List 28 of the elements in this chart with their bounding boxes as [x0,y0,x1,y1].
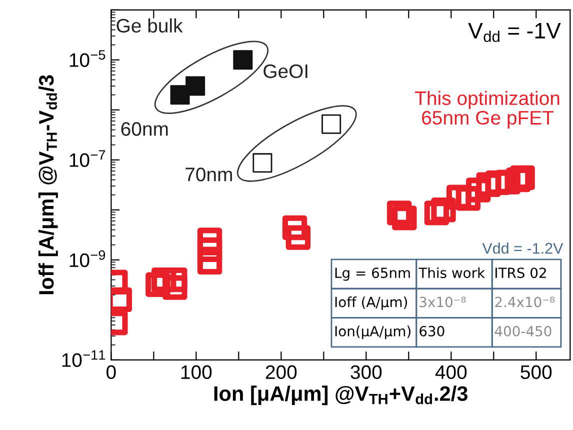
y-tick-label: 10$^{−11}$ [62,350,106,367]
x-tick-label: 400 [435,365,467,380]
x-axis-title: Ion [μA/μm] @V$_{TH}$+V$_{dd}$.2/3 [214,386,468,406]
annotation: 60nm [121,122,168,136]
y-tick-label: 10$^{−7}$ [70,150,106,167]
annotation: Ion(μA/μm) [335,326,410,340]
annotation: Ge bulk [116,18,183,33]
y-tick-label: 10$^{−9}$ [70,250,106,268]
y-tick-label: 10$^{−5}$ [70,50,106,67]
x-tick-label: 0 [106,365,116,380]
x-tick-label: 300 [350,365,382,380]
y-axis-title: Ioff [A/μm] @V$_{TH}$-V$_{dd}$/3 [38,75,58,294]
annotation: Lg = 65nm [335,268,410,281]
annotation: ITRS 02 [496,268,546,278]
annotation: 2.4x10⁻⁸ [495,296,555,308]
annotation: Ioff (A/μm) [335,296,407,310]
annotation: This optimization 65nm Ge pFET [415,90,560,128]
annotation: 3x10⁻⁸ [420,296,466,308]
annotation: 70nm [186,168,232,182]
annotation: Vdd = -1.2V [482,242,564,254]
annotation: This work [418,267,486,278]
x-tick-label: 200 [266,365,297,380]
annotation: GeOI [264,64,308,78]
annotation: 400-450 [494,326,552,336]
x-tick-label: 500 [520,365,552,380]
annotation: V$_{dd}$ = -1V [468,23,561,42]
x-tick-label: 100 [181,365,212,380]
annotation: 630 [420,326,444,336]
